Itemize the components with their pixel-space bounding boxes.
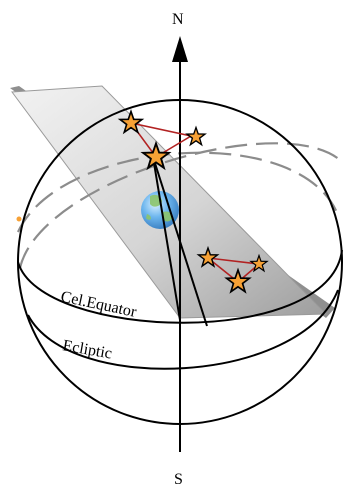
celestial-equator-front-arc xyxy=(17,249,343,324)
north-arrow-icon xyxy=(172,36,188,62)
upper-constellation-lines xyxy=(130,122,194,159)
ecliptic-front-arc xyxy=(27,289,339,370)
lower-constellation xyxy=(197,247,268,293)
celestial-equator-label: Cel.Equator xyxy=(59,288,138,321)
earth xyxy=(141,191,179,229)
lower-constellation-lines xyxy=(207,257,261,284)
projection-lines xyxy=(152,156,208,327)
visible-arcs xyxy=(17,249,343,370)
projection-line-right xyxy=(152,156,208,327)
ecliptic-label: Ecliptic xyxy=(61,337,113,362)
star-icon xyxy=(186,126,206,146)
upper-constellation xyxy=(119,110,206,169)
earth-continents xyxy=(146,194,173,222)
projection-line-left xyxy=(152,156,181,321)
south-label: S xyxy=(174,471,183,488)
equinox-marker xyxy=(16,216,22,222)
north-label: N xyxy=(172,11,184,28)
ecliptic-back-arc xyxy=(18,142,341,269)
polar-axis xyxy=(172,36,188,452)
